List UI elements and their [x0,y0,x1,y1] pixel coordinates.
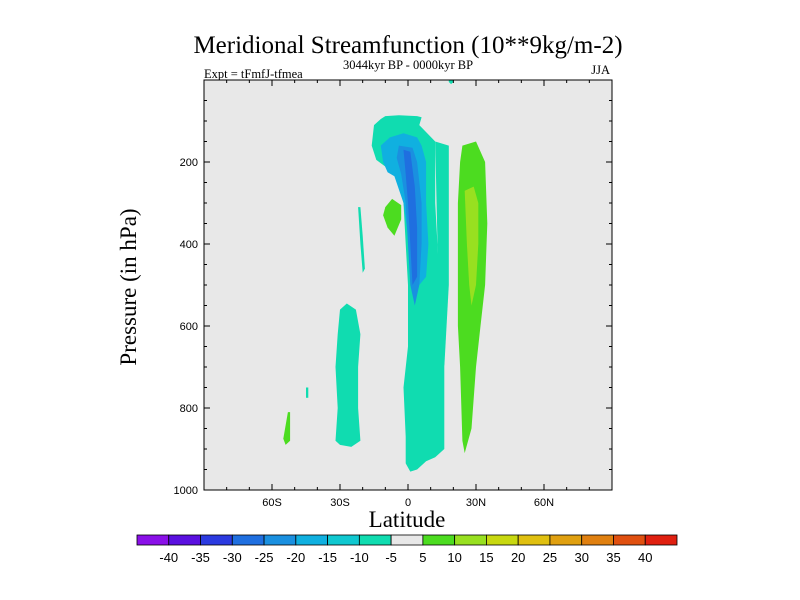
x-axis-title: Latitude [369,507,446,532]
colorbar-label: 40 [638,550,652,565]
contour-green-blob-west [383,198,402,236]
chart-title: Meridional Streamfunction (10**9kg/m-2) [193,32,622,59]
period-label: 3044kyr BP - 0000kyr BP [343,58,473,72]
y-tick-label: 400 [180,239,198,251]
contour-cyan-tiny-2 [306,387,309,398]
colorbar-swatch [454,534,487,546]
contour-lightgreen-nh-core [464,186,479,306]
y-tick-label: 600 [180,321,198,333]
colorbar-label: -5 [385,550,397,565]
colorbar-swatch [517,534,551,546]
colorbar-swatch [295,534,328,546]
x-tick-label: 0 [405,497,411,509]
colorbar-swatch [200,534,233,546]
x-tick-label: 60S [262,497,282,509]
colorbar-swatch [422,534,456,546]
colorbar-label: 20 [511,550,525,565]
colorbar-swatch [390,534,424,546]
contour-green-sliver-sh [283,412,291,445]
colorbar-swatch [263,534,297,546]
colorbar-swatch [549,534,583,546]
y-tick-label: 800 [180,403,198,415]
colorbar: -40 -35 -30 -25 -20 -15 -10 -5 5 10 15 20 25 30 35 40 [136,534,678,565]
colorbar-swatch [136,534,170,546]
colorbar-swatch [231,534,265,546]
colorbar-label: -40 [159,550,178,565]
colorbar-label: 10 [447,550,461,565]
x-tick-label: 60N [534,497,554,509]
contour-fill-group [283,80,488,472]
colorbar-swatch [327,534,360,546]
y-tick-label: 1000 [174,485,198,497]
x-tick-label: 30N [466,497,486,509]
contour-cyan-tiny-1 [358,207,365,273]
colorbar-label: -20 [286,550,305,565]
y-axis-title: Pressure (in hPa) [116,208,141,365]
plot-area: 60S 30S 0 30N 60N 200 400 600 800 1000 [174,79,613,509]
colorbar-label: -15 [318,550,337,565]
colorbar-label: -35 [191,550,210,565]
colorbar-label: -10 [350,550,369,565]
colorbar-label: -25 [255,550,274,565]
colorbar-label: 5 [419,550,426,565]
contour-cyan-sliver-upper-right [448,80,454,85]
experiment-label: Expt = tFmfJ-tfmea [204,67,303,81]
x-tick-label: 30S [330,497,350,509]
colorbar-swatch [486,534,519,546]
colorbar-swatch [168,534,201,546]
colorbar-label: 30 [574,550,588,565]
colorbar-label: 15 [479,550,493,565]
colorbar-swatch [644,534,678,546]
season-label: JJA [591,63,610,77]
contour-blue-innermost [403,149,418,285]
colorbar-swatch [358,534,392,546]
y-tick-label: 200 [180,157,198,169]
contour-cyan-nh-edge [435,141,449,367]
colorbar-label: 25 [543,550,557,565]
colorbar-label: 35 [606,550,620,565]
colorbar-swatch [613,534,646,546]
colorbar-swatch [581,534,614,546]
colorbar-label: -30 [223,550,242,565]
contour-cyan-30s-column [335,303,361,447]
